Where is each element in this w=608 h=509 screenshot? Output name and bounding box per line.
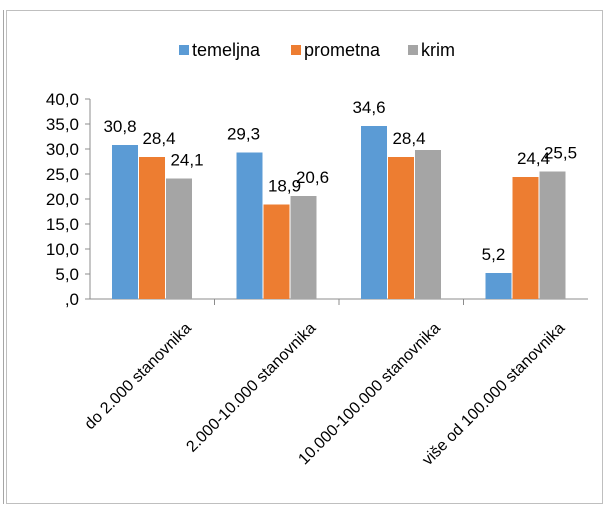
bar-krim-2	[290, 196, 317, 299]
bar-temeljna-4	[485, 273, 512, 299]
bar-krim-1	[166, 178, 192, 299]
bar-prometna-1	[139, 157, 165, 299]
data-label-temeljna-3: 34,6	[352, 98, 385, 117]
data-label-krim-4: 25,5	[544, 144, 577, 163]
bar-prometna-2	[263, 204, 290, 299]
data-label-prometna-3: 28,4	[392, 129, 425, 148]
y-tick-label: 25,0	[46, 165, 79, 184]
legend-swatch-prometna	[291, 45, 301, 55]
bar-krim-4	[539, 171, 566, 299]
y-tick-label: 35,0	[46, 115, 79, 134]
legend-swatch-krim	[408, 45, 418, 55]
y-tick-label: 15,0	[46, 215, 79, 234]
data-label-prometna-2: 18,9	[268, 177, 301, 196]
bar-temeljna-3	[361, 126, 387, 299]
y-tick-label: 5,0	[55, 265, 79, 284]
bar-temeljna-2	[236, 152, 263, 299]
data-label-temeljna-1: 30,8	[103, 117, 136, 136]
legend-label-temeljna: temeljna	[192, 40, 261, 60]
category-label-4: više od 100.000 stanovnika	[419, 320, 568, 469]
bar-krim-3	[415, 150, 441, 299]
y-tick-label: ,0	[65, 290, 79, 309]
bar-temeljna-1	[112, 145, 138, 299]
data-label-prometna-1: 28,4	[142, 129, 175, 148]
data-label-temeljna-2: 29,3	[227, 125, 260, 144]
legend-label-krim: krim	[421, 40, 455, 60]
data-label-prometna-4: 24,4	[517, 149, 550, 168]
y-tick-label: 40,0	[46, 90, 79, 109]
legend-swatch-temeljna	[179, 45, 189, 55]
data-label-krim-2: 20,6	[296, 168, 329, 187]
category-label-1: do 2.000 stanovnika	[82, 320, 195, 433]
bar-prometna-4	[512, 177, 539, 299]
legend-label-prometna: prometna	[304, 40, 381, 60]
category-label-3: 10.000-100.000 stanovnika	[295, 320, 444, 469]
y-tick-label: 10,0	[46, 240, 79, 259]
y-tick-label: 30,0	[46, 140, 79, 159]
y-tick-label: 20,0	[46, 190, 79, 209]
category-label-2: 2.000-10.000 stanovnika	[183, 320, 319, 456]
data-label-temeljna-4: 5,2	[482, 245, 506, 264]
bar-prometna-3	[388, 157, 414, 299]
data-label-krim-1: 24,1	[170, 151, 203, 170]
left-border-line	[3, 10, 4, 504]
